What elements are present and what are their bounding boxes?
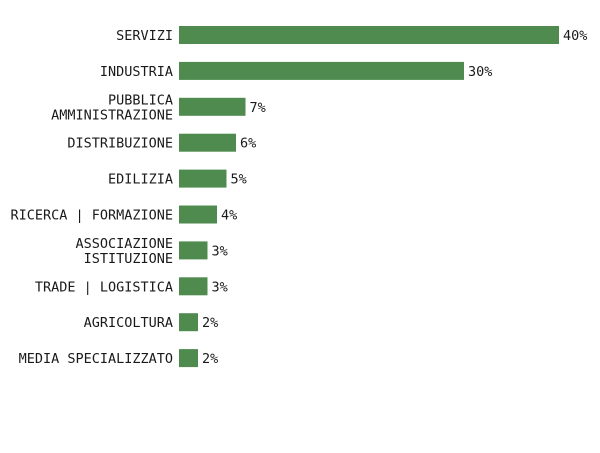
category-label-6-line-1: ISTITUZIONE — [84, 251, 173, 267]
value-label-1: 30% — [468, 64, 492, 80]
category-label-4: EDILIZIA — [108, 172, 173, 188]
value-labels-group: 40% 30% 7% 6% 5% 4% 3% 3% 2% 2% — [202, 28, 587, 367]
category-label-9: MEDIA SPECIALIZZATO — [19, 351, 173, 367]
bar-3 — [179, 133, 236, 152]
category-label-2-line-1: AMMINISTRAZIONE — [51, 107, 173, 123]
category-label-1: INDUSTRIA — [100, 64, 173, 80]
value-label-4: 5% — [231, 172, 247, 188]
bar-4 — [179, 169, 227, 188]
bar-2 — [179, 97, 246, 116]
category-label-6-line-0: ASSOCIAZIONE — [75, 236, 173, 252]
category-label-7: TRADE | LOGISTICA — [35, 279, 173, 295]
bar-9 — [179, 349, 198, 368]
bar-7 — [179, 277, 208, 296]
bar-0 — [179, 26, 559, 44]
category-label-2-line-0: PUBBLICA — [108, 92, 173, 108]
category-label-3: DISTRIBUZIONE — [67, 136, 173, 152]
bar-1 — [179, 61, 464, 80]
category-label-5: RICERCA | FORMAZIONE — [10, 208, 173, 224]
bar-8 — [179, 313, 198, 332]
value-label-8: 2% — [202, 315, 218, 331]
bar-6 — [179, 241, 208, 260]
bars-group — [179, 26, 559, 368]
value-label-3: 6% — [240, 136, 256, 152]
value-label-6: 3% — [212, 243, 228, 259]
category-label-0: SERVIZI — [116, 28, 173, 44]
bar-5 — [179, 205, 217, 224]
value-label-5: 4% — [221, 208, 237, 224]
value-label-9: 2% — [202, 351, 218, 367]
value-label-2: 7% — [250, 100, 266, 116]
value-label-7: 3% — [212, 279, 228, 295]
value-label-0: 40% — [563, 28, 587, 44]
category-label-8: AGRICOLTURA — [84, 315, 173, 331]
